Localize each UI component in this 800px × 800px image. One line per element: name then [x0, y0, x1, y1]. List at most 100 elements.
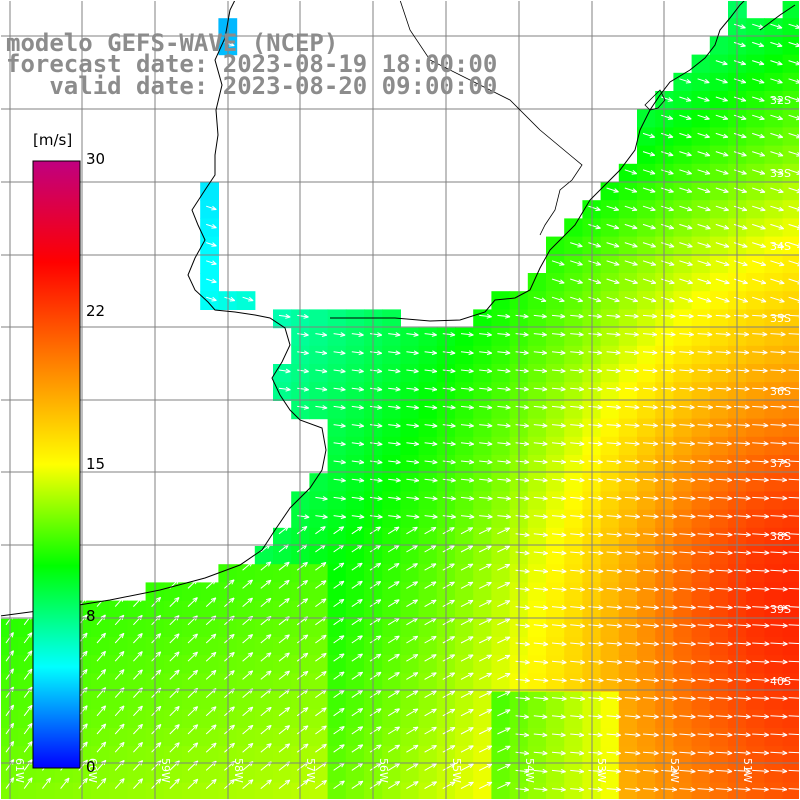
- wind-cell: [564, 218, 583, 238]
- wind-cell: [782, 546, 800, 565]
- wind-cell: [709, 527, 729, 547]
- wind-cell: [400, 600, 420, 620]
- wind-arrow: [224, 296, 236, 302]
- wind-cell: [527, 291, 547, 310]
- wind-cell: [764, 163, 784, 183]
- wind-cell: [764, 200, 784, 219]
- wind-arrow: [278, 598, 290, 607]
- wind-arrow: [733, 151, 747, 157]
- wind-arrow: [169, 633, 180, 644]
- wind-arrow: [406, 654, 419, 662]
- wind-cell: [655, 127, 674, 147]
- wind-cell: [491, 455, 511, 474]
- wind-cell: [400, 728, 420, 747]
- wind-arrow: [478, 781, 493, 790]
- lat-label: 37S: [770, 457, 791, 470]
- wind-cell: [382, 746, 401, 765]
- wind-cell: [618, 455, 638, 474]
- wind-arrow: [770, 350, 786, 355]
- wind-arrow: [697, 677, 715, 683]
- wind-arrow: [169, 742, 180, 753]
- wind-arrow: [733, 132, 747, 139]
- wind-cell: [236, 691, 256, 711]
- wind-arrow: [478, 745, 493, 753]
- wind-cell: [673, 673, 693, 693]
- wind-cell: [600, 618, 620, 638]
- wind-arrow: [497, 545, 511, 553]
- wind-arrow: [770, 750, 788, 756]
- wind-arrow: [697, 586, 715, 592]
- wind-cell: [418, 527, 438, 547]
- wind-cell: [655, 746, 674, 765]
- wind-cell: [709, 36, 729, 56]
- wind-arrow: [442, 495, 456, 501]
- wind-cell: [418, 600, 438, 620]
- wind-arrow: [679, 787, 696, 792]
- wind-arrow: [242, 706, 254, 717]
- wind-cell: [691, 455, 711, 474]
- wind-arrow: [570, 641, 586, 647]
- wind-cell: [527, 709, 547, 729]
- wind-arrow: [752, 422, 769, 428]
- wind-cell: [473, 418, 492, 438]
- wind-cell: [491, 691, 511, 711]
- wind-arrow: [442, 563, 455, 571]
- wind-arrow: [752, 659, 770, 665]
- wind-arrow: [606, 586, 622, 592]
- wind-cell: [418, 728, 438, 747]
- wind-arrow: [406, 781, 419, 790]
- wind-cell: [637, 400, 656, 420]
- wind-arrow: [315, 634, 327, 644]
- wind-arrow: [533, 787, 548, 792]
- wind-cell: [655, 673, 674, 693]
- wind-cell: [709, 728, 729, 747]
- wind-arrow: [260, 779, 272, 789]
- wind-arrow: [588, 768, 603, 774]
- wind-arrow: [570, 423, 585, 428]
- wind-cell: [309, 691, 329, 711]
- wind-cell: [673, 436, 693, 456]
- wind-cell: [600, 418, 620, 438]
- wind-arrow: [460, 709, 474, 717]
- wind-cell: [782, 709, 800, 729]
- wind-arrow: [479, 441, 493, 447]
- wind-arrow: [697, 659, 715, 665]
- wind-arrow: [224, 41, 235, 47]
- wind-cell: [200, 236, 219, 256]
- wind-cell: [491, 291, 511, 310]
- lon-label: 61W: [13, 758, 26, 783]
- wind-arrow: [752, 60, 765, 66]
- wind-arrow: [351, 744, 364, 753]
- wind-arrow: [551, 368, 566, 374]
- wind-arrow: [442, 763, 456, 771]
- wind-arrow: [442, 727, 456, 735]
- wind-cell: [127, 618, 147, 638]
- wind-cell: [546, 637, 565, 656]
- wind-cell: [600, 655, 620, 674]
- wind-cell: [600, 182, 620, 201]
- wind-arrow: [697, 768, 714, 774]
- wind-cell: [618, 527, 638, 547]
- wind-arrow: [388, 496, 401, 501]
- wind-cell: [600, 236, 620, 256]
- wind-arrow: [114, 723, 125, 735]
- wind-arrow: [424, 763, 437, 771]
- wind-cell: [782, 254, 800, 274]
- wind-arrow: [606, 477, 622, 483]
- wind-cell: [637, 236, 656, 256]
- wind-arrow: [479, 514, 493, 519]
- wind-cell: [291, 709, 310, 729]
- wind-arrow: [460, 527, 474, 535]
- wind-cell: [455, 491, 474, 511]
- wind-cell: [637, 145, 656, 165]
- wind-arrow: [497, 350, 511, 356]
- wind-arrow: [661, 260, 675, 266]
- lon-label: 59W: [159, 758, 172, 783]
- wind-arrow: [424, 690, 437, 699]
- wind-cell: [673, 655, 693, 674]
- wind-cell: [182, 600, 201, 620]
- wind-arrow: [296, 707, 309, 717]
- wind-arrow: [497, 709, 511, 717]
- wind-arrow: [770, 732, 788, 738]
